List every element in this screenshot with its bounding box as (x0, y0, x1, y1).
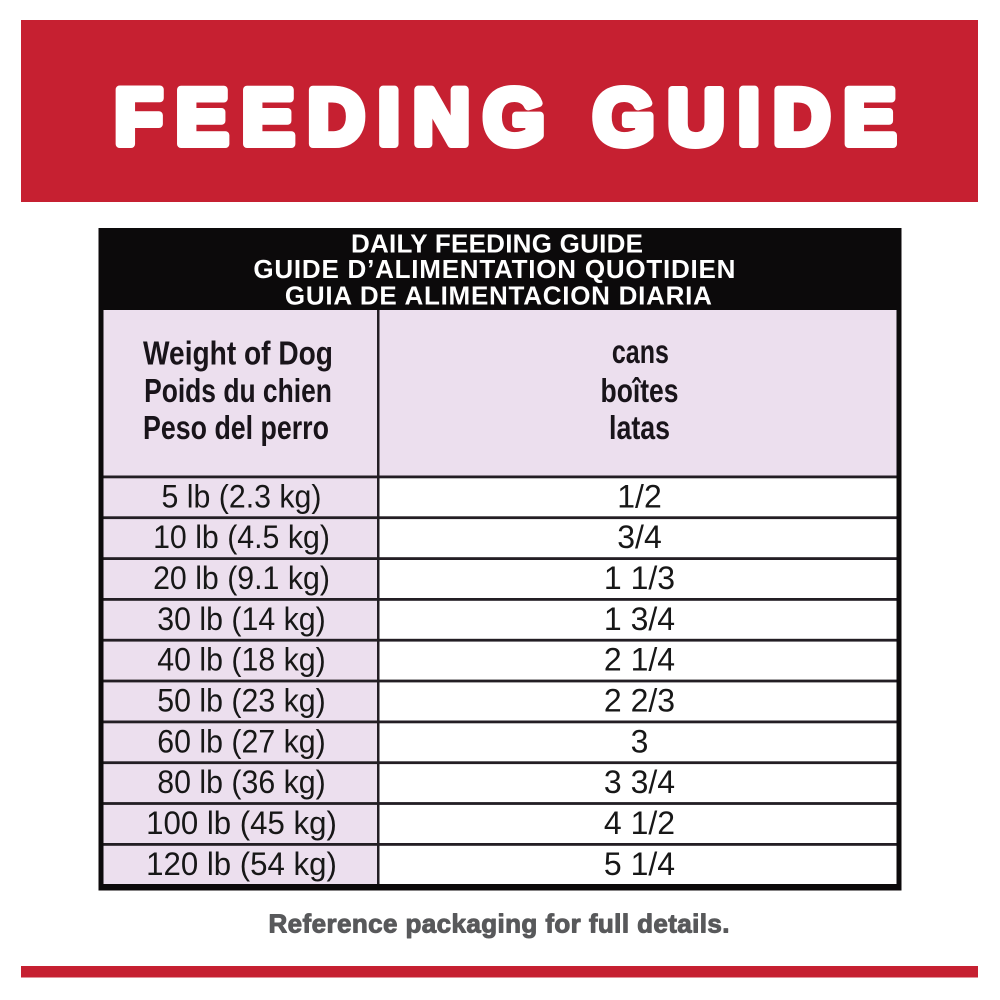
svg-text:40 lb (18 kg): 40 lb (18 kg) (157, 642, 325, 678)
svg-text:GUIA DE ALIMENTACION DIARIA: GUIA DE ALIMENTACION DIARIA (285, 280, 712, 310)
svg-text:120 lb (54 kg): 120 lb (54 kg) (146, 845, 337, 881)
svg-text:3: 3 (631, 723, 649, 759)
svg-text:Weight of Dog: Weight of Dog (143, 335, 333, 372)
svg-text:3/4: 3/4 (617, 519, 661, 555)
svg-text:80 lb (36 kg): 80 lb (36 kg) (157, 764, 325, 800)
svg-text:Poids du chien: Poids du chien (144, 373, 332, 409)
svg-text:20 lb (9.1 kg): 20 lb (9.1 kg) (153, 560, 330, 596)
svg-text:FEEDING GUIDE: FEEDING GUIDE (114, 72, 909, 161)
svg-text:60 lb (27 kg): 60 lb (27 kg) (157, 724, 325, 760)
svg-text:latas: latas (609, 411, 670, 447)
svg-text:50 lb (23 kg): 50 lb (23 kg) (157, 683, 325, 719)
svg-text:1 1/3: 1 1/3 (604, 560, 675, 596)
svg-text:cans: cans (612, 335, 669, 371)
svg-text:2 1/4: 2 1/4 (604, 642, 675, 678)
svg-text:1/2: 1/2 (617, 478, 661, 514)
svg-text:Peso del perro: Peso del perro (143, 411, 329, 447)
svg-text:5 1/4: 5 1/4 (604, 846, 675, 882)
svg-text:GUIDE D’ALIMENTATION QUOTIDIEN: GUIDE D’ALIMENTATION QUOTIDIEN (253, 254, 735, 284)
svg-text:100 lb (45 kg): 100 lb (45 kg) (146, 805, 337, 841)
svg-text:2 2/3: 2 2/3 (604, 683, 675, 719)
svg-text:5 lb (2.3 kg): 5 lb (2.3 kg) (162, 479, 322, 515)
svg-text:1 3/4: 1 3/4 (604, 601, 675, 637)
svg-text:Reference packaging for full d: Reference packaging for full details. (269, 908, 730, 938)
svg-text:3 3/4: 3 3/4 (604, 764, 675, 800)
svg-text:4 1/2: 4 1/2 (604, 805, 675, 841)
svg-text:30 lb (14 kg): 30 lb (14 kg) (157, 601, 325, 637)
svg-text:boîtes: boîtes (601, 373, 679, 409)
svg-text:DAILY FEEDING GUIDE: DAILY FEEDING GUIDE (351, 228, 643, 258)
svg-text:10 lb (4.5 kg): 10 lb (4.5 kg) (153, 519, 330, 555)
